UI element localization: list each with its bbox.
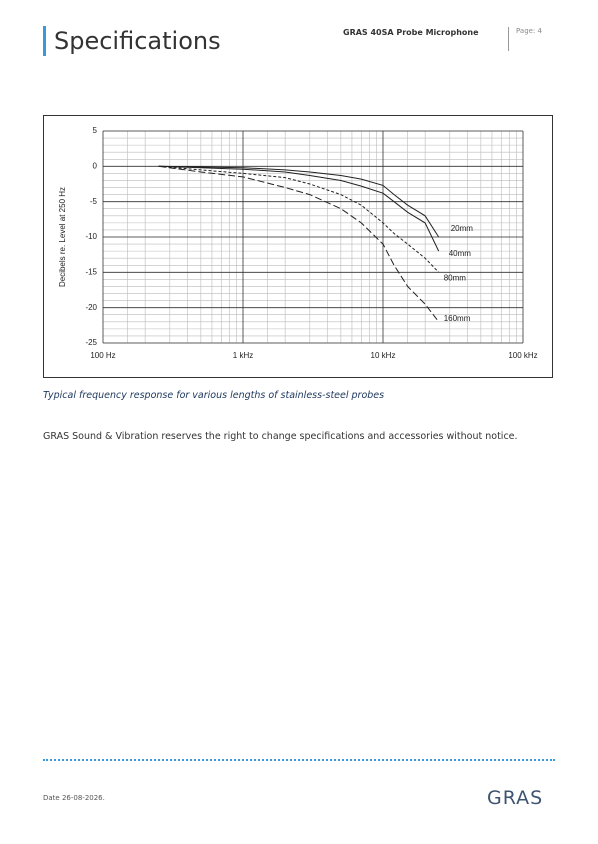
caption: Typical frequency response for various l…	[43, 390, 385, 401]
chart-frame	[43, 115, 553, 378]
notice: GRAS Sound & Vibration reserves the righ…	[43, 431, 518, 442]
series-line	[158, 165, 440, 273]
product-name: GRAS 40SA Probe Microphone	[343, 28, 479, 37]
x-tick-label: 10 kHz	[371, 351, 396, 360]
y-tick-label: 5	[93, 126, 98, 135]
y-tick-label: -15	[85, 267, 97, 276]
separator	[508, 27, 509, 51]
y-axis-label: Decibels re. Level at 250 Hz	[58, 187, 67, 287]
page-title: Specifications	[54, 27, 221, 55]
y-tick-label: 0	[93, 161, 98, 170]
title-accent	[43, 26, 46, 56]
series-label: 80mm	[444, 273, 467, 282]
series-label: 20mm	[451, 224, 474, 233]
page-number: Page: 4	[516, 27, 542, 35]
series-line	[158, 165, 440, 252]
date: Date 26-08-2026.	[43, 794, 105, 802]
logo: GRAS	[487, 787, 544, 809]
x-tick-label: 100 kHz	[508, 351, 537, 360]
series-label: 40mm	[449, 249, 472, 258]
y-tick-label: -25	[85, 338, 97, 347]
series-line	[158, 165, 440, 238]
x-tick-label: 100 Hz	[90, 351, 115, 360]
chart: Decibels re. Level at 250 Hz -25 -20 -15 -1…	[43, 115, 553, 378]
y-tick-label: -10	[85, 232, 97, 241]
y-tick-label: -20	[85, 303, 97, 312]
dotted-rule	[43, 759, 555, 761]
series-label: 160mm	[444, 314, 471, 323]
series-line	[158, 165, 440, 323]
x-tick-label: 1 kHz	[233, 351, 253, 360]
y-tick-label: -5	[90, 197, 98, 206]
